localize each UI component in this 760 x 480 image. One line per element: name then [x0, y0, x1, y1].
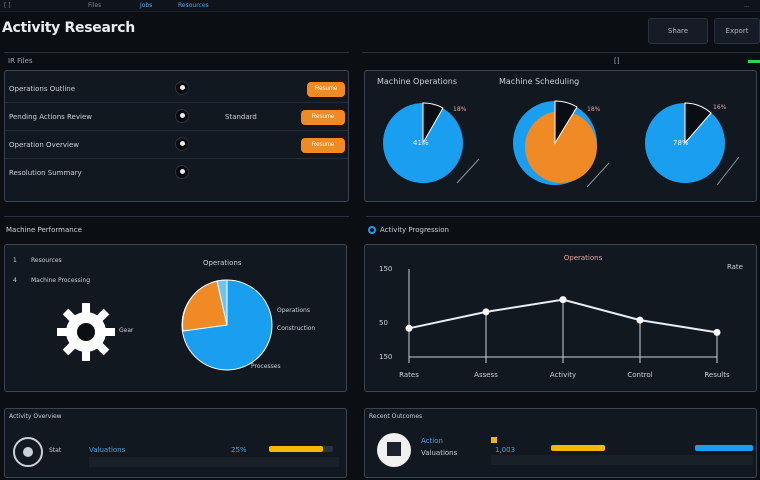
section-label-files: IR Files: [8, 57, 33, 65]
x-tick-label: Control: [627, 371, 652, 379]
pie-legend-1: Operations: [277, 307, 310, 314]
performance-panel: 1 Resources 4 Machine Processing Gear Op…: [4, 244, 347, 392]
jobs-list-panel: Operations Outline Resume Pending Action…: [4, 70, 349, 202]
status-indicator: [748, 60, 760, 63]
outcome-line-2: Valuations: [421, 449, 458, 457]
avatar: [175, 137, 189, 151]
section-label-outcomes: Recent Outcomes: [369, 413, 423, 420]
donut-1: 41% 18%: [383, 102, 480, 184]
donut-3-center: 78%: [673, 139, 689, 147]
donut-title-left: Machine Operations: [377, 77, 458, 86]
section-marker: []: [614, 57, 620, 65]
outcome-line-1: Action: [421, 437, 443, 445]
section-label-overview: Activity Overview: [9, 413, 62, 420]
line-chart: Operations Rate 150 50 150 Rates Assess Activit…: [379, 254, 743, 379]
x-tick-label: Results: [704, 371, 730, 379]
donut-2: 18%: [513, 100, 610, 188]
x-tick-label: Rates: [399, 371, 419, 379]
chart-title: Operations: [564, 254, 603, 262]
avatar: [175, 165, 189, 179]
top-bar-right: ...: [744, 2, 750, 9]
pie-footer: Processes: [251, 363, 281, 370]
y-tick-label: 50: [379, 319, 388, 327]
list-item[interactable]: Operations Outline Resume: [5, 75, 348, 103]
data-point: [405, 324, 413, 332]
list-item-label: Operation Overview: [9, 141, 80, 149]
legend-label-2: Machine Processing: [31, 277, 91, 284]
overview-icon: [13, 437, 43, 467]
data-point: [713, 328, 721, 336]
divider: [366, 216, 760, 217]
line-chart-panel: Operations Rate 150 50 150 Rates Assess Activit…: [364, 244, 757, 392]
data-point: [559, 296, 567, 304]
overview-stat-label: Stat: [49, 447, 62, 454]
operations-pie: [181, 279, 273, 371]
donut-1-tag: 18%: [453, 106, 467, 113]
list-item-label: Resolution Summary: [9, 169, 82, 177]
x-tick-label: Assess: [474, 371, 498, 379]
donut-1-center: 41%: [413, 139, 429, 147]
pie-legend-2: Construction: [277, 325, 316, 332]
gear-label: Gear: [119, 327, 134, 334]
resume-button[interactable]: Resume: [307, 82, 345, 97]
outcome-progress-1-fill: [551, 445, 605, 451]
gear-icon: [57, 303, 115, 361]
overview-row-bg: [89, 457, 339, 467]
outcomes-panel: Recent Outcomes Action Valuations 1,003: [364, 408, 757, 478]
outcome-progress-2: [695, 445, 753, 451]
outcome-progress-1: [551, 445, 605, 451]
tab-jobs[interactable]: Jobs: [140, 2, 153, 9]
outcome-progress-2-fill: [695, 445, 753, 451]
legend-label-1: Resources: [31, 257, 62, 264]
overview-progress: [269, 446, 333, 452]
outcome-avatar: [377, 433, 411, 467]
avatar: [175, 81, 189, 95]
resume-button[interactable]: Resume: [301, 110, 345, 125]
y-tick-label: 150: [379, 265, 392, 273]
list-item-label: Operations Outline: [9, 85, 76, 93]
donut-panel: Machine Operations Machine Scheduling 41…: [364, 70, 757, 202]
tab-files[interactable]: Files: [88, 2, 102, 9]
tab-resources[interactable]: Resources: [178, 2, 209, 9]
chart-right-label: Rate: [727, 263, 743, 271]
overview-progress-fill: [269, 446, 324, 452]
outcome-row-bg: [491, 455, 753, 465]
overview-stat-value: Valuations: [89, 446, 126, 454]
divider: [4, 216, 349, 217]
donut-title-right: Machine Scheduling: [499, 77, 580, 86]
outcome-marker: [491, 437, 497, 443]
list-item-label: Pending Actions Review: [9, 113, 92, 121]
donut-2-tag: 18%: [587, 106, 601, 113]
top-bar: [ ] Files Jobs Resources ...: [0, 0, 760, 12]
data-point: [636, 316, 644, 324]
x-tick-label: Activity: [550, 371, 576, 379]
divider: [362, 52, 760, 53]
list-item[interactable]: Operation Overview Resume: [5, 131, 348, 159]
list-item[interactable]: Resolution Summary: [5, 159, 348, 187]
overview-stat-pct: 25%: [231, 446, 247, 454]
export-button[interactable]: Export: [714, 18, 760, 44]
document-icon: [387, 442, 401, 456]
resume-button[interactable]: Resume: [301, 138, 345, 153]
page-title: Activity Research: [2, 20, 135, 36]
donut-3: 78% 16%: [645, 102, 740, 186]
data-point: [482, 308, 490, 316]
progress-icon: [368, 226, 376, 234]
section-label-progression: Activity Progression: [380, 226, 449, 234]
donut-3-tag: 16%: [713, 104, 727, 111]
donut-charts: 41% 18% 18% 78% 16%: [383, 100, 740, 188]
outcome-value: 1,003: [495, 446, 516, 454]
overview-panel: Activity Overview Stat Valuations 25%: [4, 408, 347, 478]
share-button[interactable]: Share: [648, 18, 708, 44]
pie-title: Operations: [203, 259, 242, 267]
legend-key-2: 4: [13, 277, 17, 284]
y-tick-label: 150: [379, 353, 392, 361]
divider: [4, 52, 349, 53]
legend-key-1: 1: [13, 257, 17, 264]
avatar: [175, 109, 189, 123]
list-item[interactable]: Pending Actions Review Standard Resume: [5, 103, 348, 131]
section-label-performance: Machine Performance: [6, 226, 82, 234]
list-item-value: Standard: [225, 113, 257, 121]
tab-1[interactable]: [ ]: [4, 2, 11, 9]
